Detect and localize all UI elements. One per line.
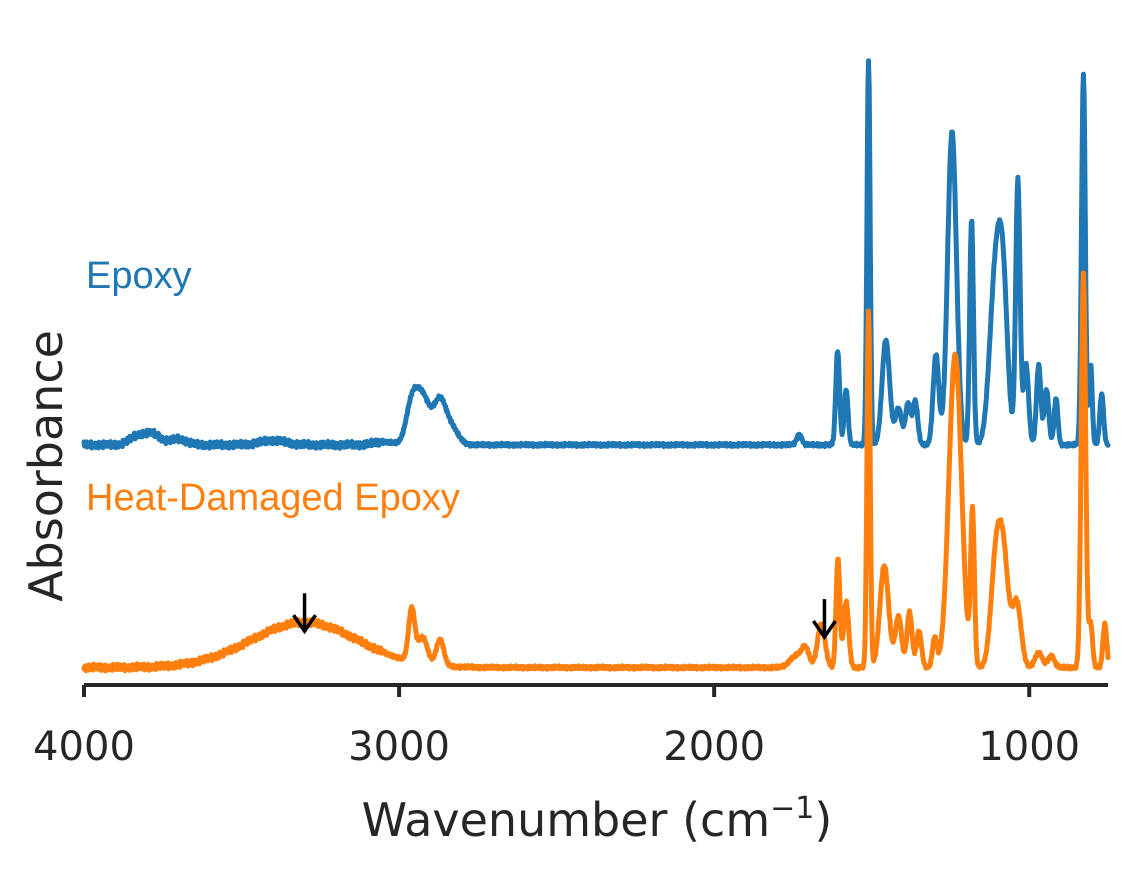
x-axis-title: Wavenumber (cm−1): [362, 791, 833, 847]
x-tick-label-3000: 3000: [348, 724, 450, 770]
series-line-epoxy: [81, 58, 1111, 451]
x-tick-label-4000: 4000: [33, 724, 135, 770]
x-tick-label-2000: 2000: [663, 724, 765, 770]
x-axis-title-superscript: −1: [770, 791, 814, 826]
arrow-head: [811, 619, 837, 641]
plot-area: [81, 58, 1111, 674]
arrow-head: [292, 614, 317, 635]
series-line-heat-damaged-epoxy: [81, 270, 1111, 674]
x-axis-title-main: Wavenumber (cm: [362, 793, 770, 847]
x-tick-label-1000: 1000: [978, 724, 1080, 770]
x-axis-title-suffix: ): [814, 793, 832, 847]
series-label-heat-damaged-epoxy: Heat-Damaged Epoxy: [86, 477, 460, 519]
x-axis-ticks: 4000 3000 2000 1000: [33, 685, 1080, 770]
series-label-epoxy: Epoxy: [86, 255, 192, 297]
annotation-arrow-2: [811, 599, 837, 641]
y-axis-title: Absorbance: [19, 330, 73, 602]
annotation-arrow-1: [292, 593, 317, 635]
